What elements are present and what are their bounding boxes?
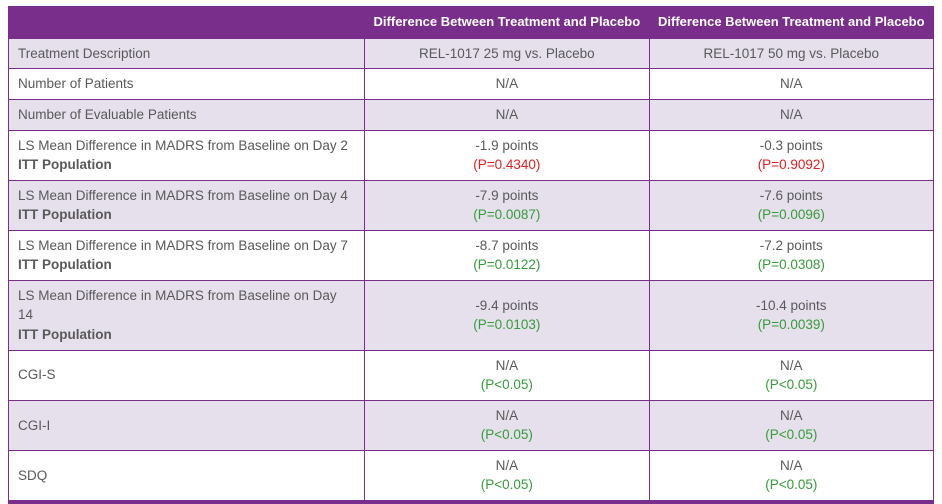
- value-cell-25mg: N/A (P<0.05): [364, 399, 650, 451]
- results-table: Difference Between Treatment and Placebo…: [7, 6, 935, 504]
- value-text: -10.4 points: [756, 297, 827, 313]
- page: Difference Between Treatment and Placebo…: [7, 6, 935, 504]
- row-label: LS Mean Difference in MADRS from Baselin…: [18, 287, 337, 323]
- row-label: LS Mean Difference in MADRS from Baselin…: [18, 237, 348, 253]
- value-text: -0.3 points: [759, 137, 823, 153]
- row-label-cell: SDQ: [7, 449, 366, 503]
- value-cell-25mg: N/A (P<0.05): [364, 449, 650, 503]
- value-text: REL-1017 25 mg vs. Placebo: [419, 45, 595, 61]
- p-value-text: (P=0.0039): [757, 317, 825, 333]
- value-cell-50mg: -0.3 points (P=0.9092): [648, 129, 935, 181]
- value-cell-50mg: N/A (P<0.05): [648, 449, 935, 503]
- row-sublabel: ITT Population: [18, 327, 112, 343]
- p-value-text: (P<0.05): [765, 477, 818, 493]
- row-label-cell: Number of Patients: [7, 68, 366, 100]
- value-cell-25mg: N/A: [364, 68, 650, 100]
- row-label-cell: Treatment Description: [7, 37, 366, 70]
- value-cell-50mg: -10.4 points (P=0.0039): [648, 279, 935, 351]
- value-cell-50mg: N/A (P<0.05): [648, 349, 935, 401]
- value-cell-25mg: -7.9 points (P=0.0087): [364, 179, 650, 231]
- value-cell-25mg: -1.9 points (P=0.4340): [364, 129, 650, 181]
- value-text: N/A: [780, 357, 803, 373]
- table-body: Treatment Description REL-1017 25 mg vs.…: [7, 37, 935, 503]
- table-row-number-of-evaluable-patients: Number of Evaluable Patients N/A N/A: [7, 98, 935, 131]
- p-value-text: (P=0.0096): [757, 207, 825, 223]
- row-label: LS Mean Difference in MADRS from Baselin…: [18, 187, 348, 203]
- value-text: N/A: [780, 76, 803, 92]
- p-value-text: (P<0.05): [480, 377, 533, 393]
- value-text: N/A: [780, 106, 803, 122]
- value-text: -7.9 points: [475, 187, 539, 203]
- row-label: CGI-S: [18, 367, 56, 383]
- value-cell-50mg: N/A (P<0.05): [648, 399, 935, 451]
- value-text: N/A: [495, 106, 519, 122]
- row-label: LS Mean Difference in MADRS from Baselin…: [18, 137, 348, 153]
- table-row-cgi-i: CGI-I N/A (P<0.05) N/A (P<0.05): [7, 399, 935, 451]
- row-label-cell: LS Mean Difference in MADRS from Baselin…: [7, 179, 366, 231]
- row-label-cell: LS Mean Difference in MADRS from Baselin…: [7, 279, 366, 351]
- value-cell-25mg: REL-1017 25 mg vs. Placebo: [364, 37, 650, 70]
- value-text: REL-1017 50 mg vs. Placebo: [703, 45, 880, 61]
- table-row-madrs-day-7: LS Mean Difference in MADRS from Baselin…: [7, 229, 935, 281]
- value-text: N/A: [495, 357, 519, 373]
- p-value-text: (P=0.0308): [757, 257, 825, 273]
- header-col-50mg: Difference Between Treatment and Placebo: [648, 6, 935, 39]
- p-value-text: (P=0.0087): [473, 207, 541, 223]
- row-label: CGI-I: [18, 417, 51, 433]
- p-value-text: (P=0.9092): [757, 157, 825, 173]
- value-cell-25mg: -8.7 points (P=0.0122): [364, 229, 650, 281]
- p-value-text: (P=0.0122): [473, 257, 541, 273]
- value-cell-50mg: -7.2 points (P=0.0308): [648, 229, 935, 281]
- p-value-text: (P=0.0103): [473, 317, 541, 333]
- row-label: Number of Evaluable Patients: [18, 106, 197, 122]
- row-sublabel: ITT Population: [18, 157, 112, 173]
- value-cell-50mg: N/A: [648, 98, 935, 131]
- row-label: Treatment Description: [18, 45, 151, 61]
- value-text: N/A: [495, 457, 519, 473]
- header-empty-cell: [7, 6, 366, 39]
- row-label-cell: Number of Evaluable Patients: [7, 98, 366, 131]
- table-row-number-of-patients: Number of Patients N/A N/A: [7, 68, 935, 100]
- row-label-cell: LS Mean Difference in MADRS from Baselin…: [7, 229, 366, 281]
- table-row-madrs-day-14: LS Mean Difference in MADRS from Baselin…: [7, 279, 935, 351]
- value-text: -8.7 points: [475, 237, 539, 253]
- row-label-cell: LS Mean Difference in MADRS from Baselin…: [7, 129, 366, 181]
- p-value-text: (P=0.4340): [473, 157, 541, 173]
- value-cell-25mg: N/A: [364, 98, 650, 131]
- table-row-madrs-day-2: LS Mean Difference in MADRS from Baselin…: [7, 129, 935, 181]
- p-value-text: (P<0.05): [480, 427, 533, 443]
- table-header: Difference Between Treatment and Placebo…: [7, 6, 935, 39]
- value-text: N/A: [495, 76, 519, 92]
- p-value-text: (P<0.05): [765, 377, 818, 393]
- value-text: -7.2 points: [759, 237, 823, 253]
- row-label-cell: CGI-S: [7, 349, 366, 401]
- table-row-cgi-s: CGI-S N/A (P<0.05) N/A (P<0.05): [7, 349, 935, 401]
- row-sublabel: ITT Population: [18, 257, 112, 273]
- table-row-treatment-description: Treatment Description REL-1017 25 mg vs.…: [7, 37, 935, 70]
- value-text: -9.4 points: [475, 297, 539, 313]
- value-cell-25mg: -9.4 points (P=0.0103): [364, 279, 650, 351]
- header-col-25mg: Difference Between Treatment and Placebo: [364, 6, 650, 39]
- row-label: Number of Patients: [18, 76, 134, 92]
- value-cell-50mg: REL-1017 50 mg vs. Placebo: [648, 37, 935, 70]
- value-text: N/A: [780, 407, 803, 423]
- p-value-text: (P<0.05): [765, 427, 818, 443]
- value-cell-50mg: N/A: [648, 68, 935, 100]
- row-label: SDQ: [18, 467, 48, 483]
- row-label-cell: CGI-I: [7, 399, 366, 451]
- value-text: -7.6 points: [759, 187, 823, 203]
- header-row: Difference Between Treatment and Placebo…: [7, 6, 935, 39]
- value-cell-25mg: N/A (P<0.05): [364, 349, 650, 401]
- value-text: -1.9 points: [475, 137, 539, 153]
- p-value-text: (P<0.05): [480, 477, 533, 493]
- value-text: N/A: [495, 407, 519, 423]
- table-row-sdq: SDQ N/A (P<0.05) N/A (P<0.05): [7, 449, 935, 503]
- value-text: N/A: [780, 457, 803, 473]
- row-sublabel: ITT Population: [18, 207, 112, 223]
- table-row-madrs-day-4: LS Mean Difference in MADRS from Baselin…: [7, 179, 935, 231]
- value-cell-50mg: -7.6 points (P=0.0096): [648, 179, 935, 231]
